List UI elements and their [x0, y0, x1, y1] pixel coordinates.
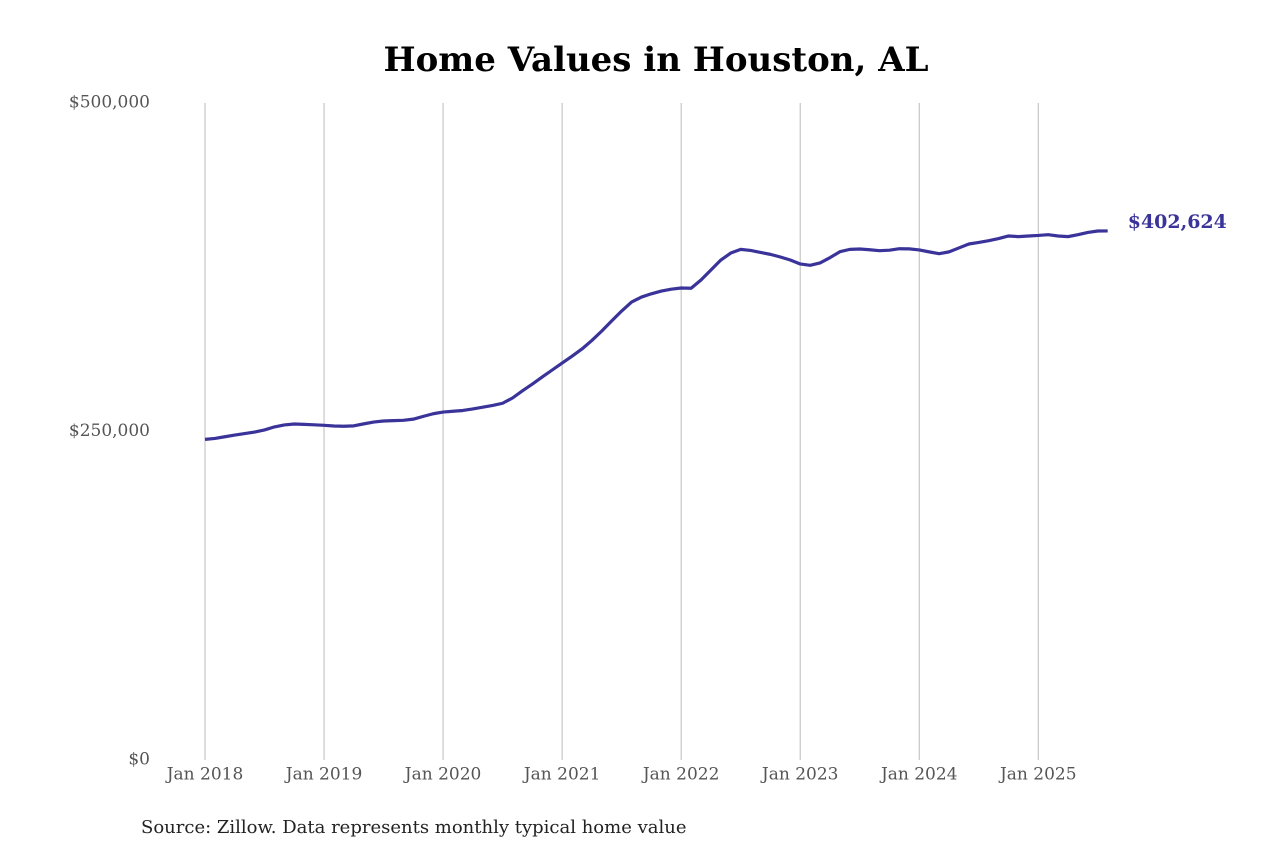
x-tick-label: Jan 2021 [522, 765, 601, 785]
value-label: $402,624 [1128, 211, 1227, 233]
x-tick-label: Jan 2020 [403, 765, 482, 785]
x-tick-label: Jan 2024 [879, 765, 958, 785]
x-tick-label: Jan 2019 [284, 765, 363, 785]
x-tick-label: Jan 2018 [165, 765, 244, 785]
y-tick-label: $0 [128, 750, 150, 770]
source-note: Source: Zillow. Data represents monthly … [141, 817, 687, 838]
x-tick-label: Jan 2025 [998, 765, 1077, 785]
x-tick-label: Jan 2022 [641, 765, 720, 785]
chart-title: Home Values in Houston, AL [384, 40, 929, 80]
x-tick-label: Jan 2023 [760, 765, 839, 785]
y-tick-label: $500,000 [69, 93, 150, 113]
line [204, 229, 1108, 441]
y-tick-label: $250,000 [69, 421, 150, 441]
